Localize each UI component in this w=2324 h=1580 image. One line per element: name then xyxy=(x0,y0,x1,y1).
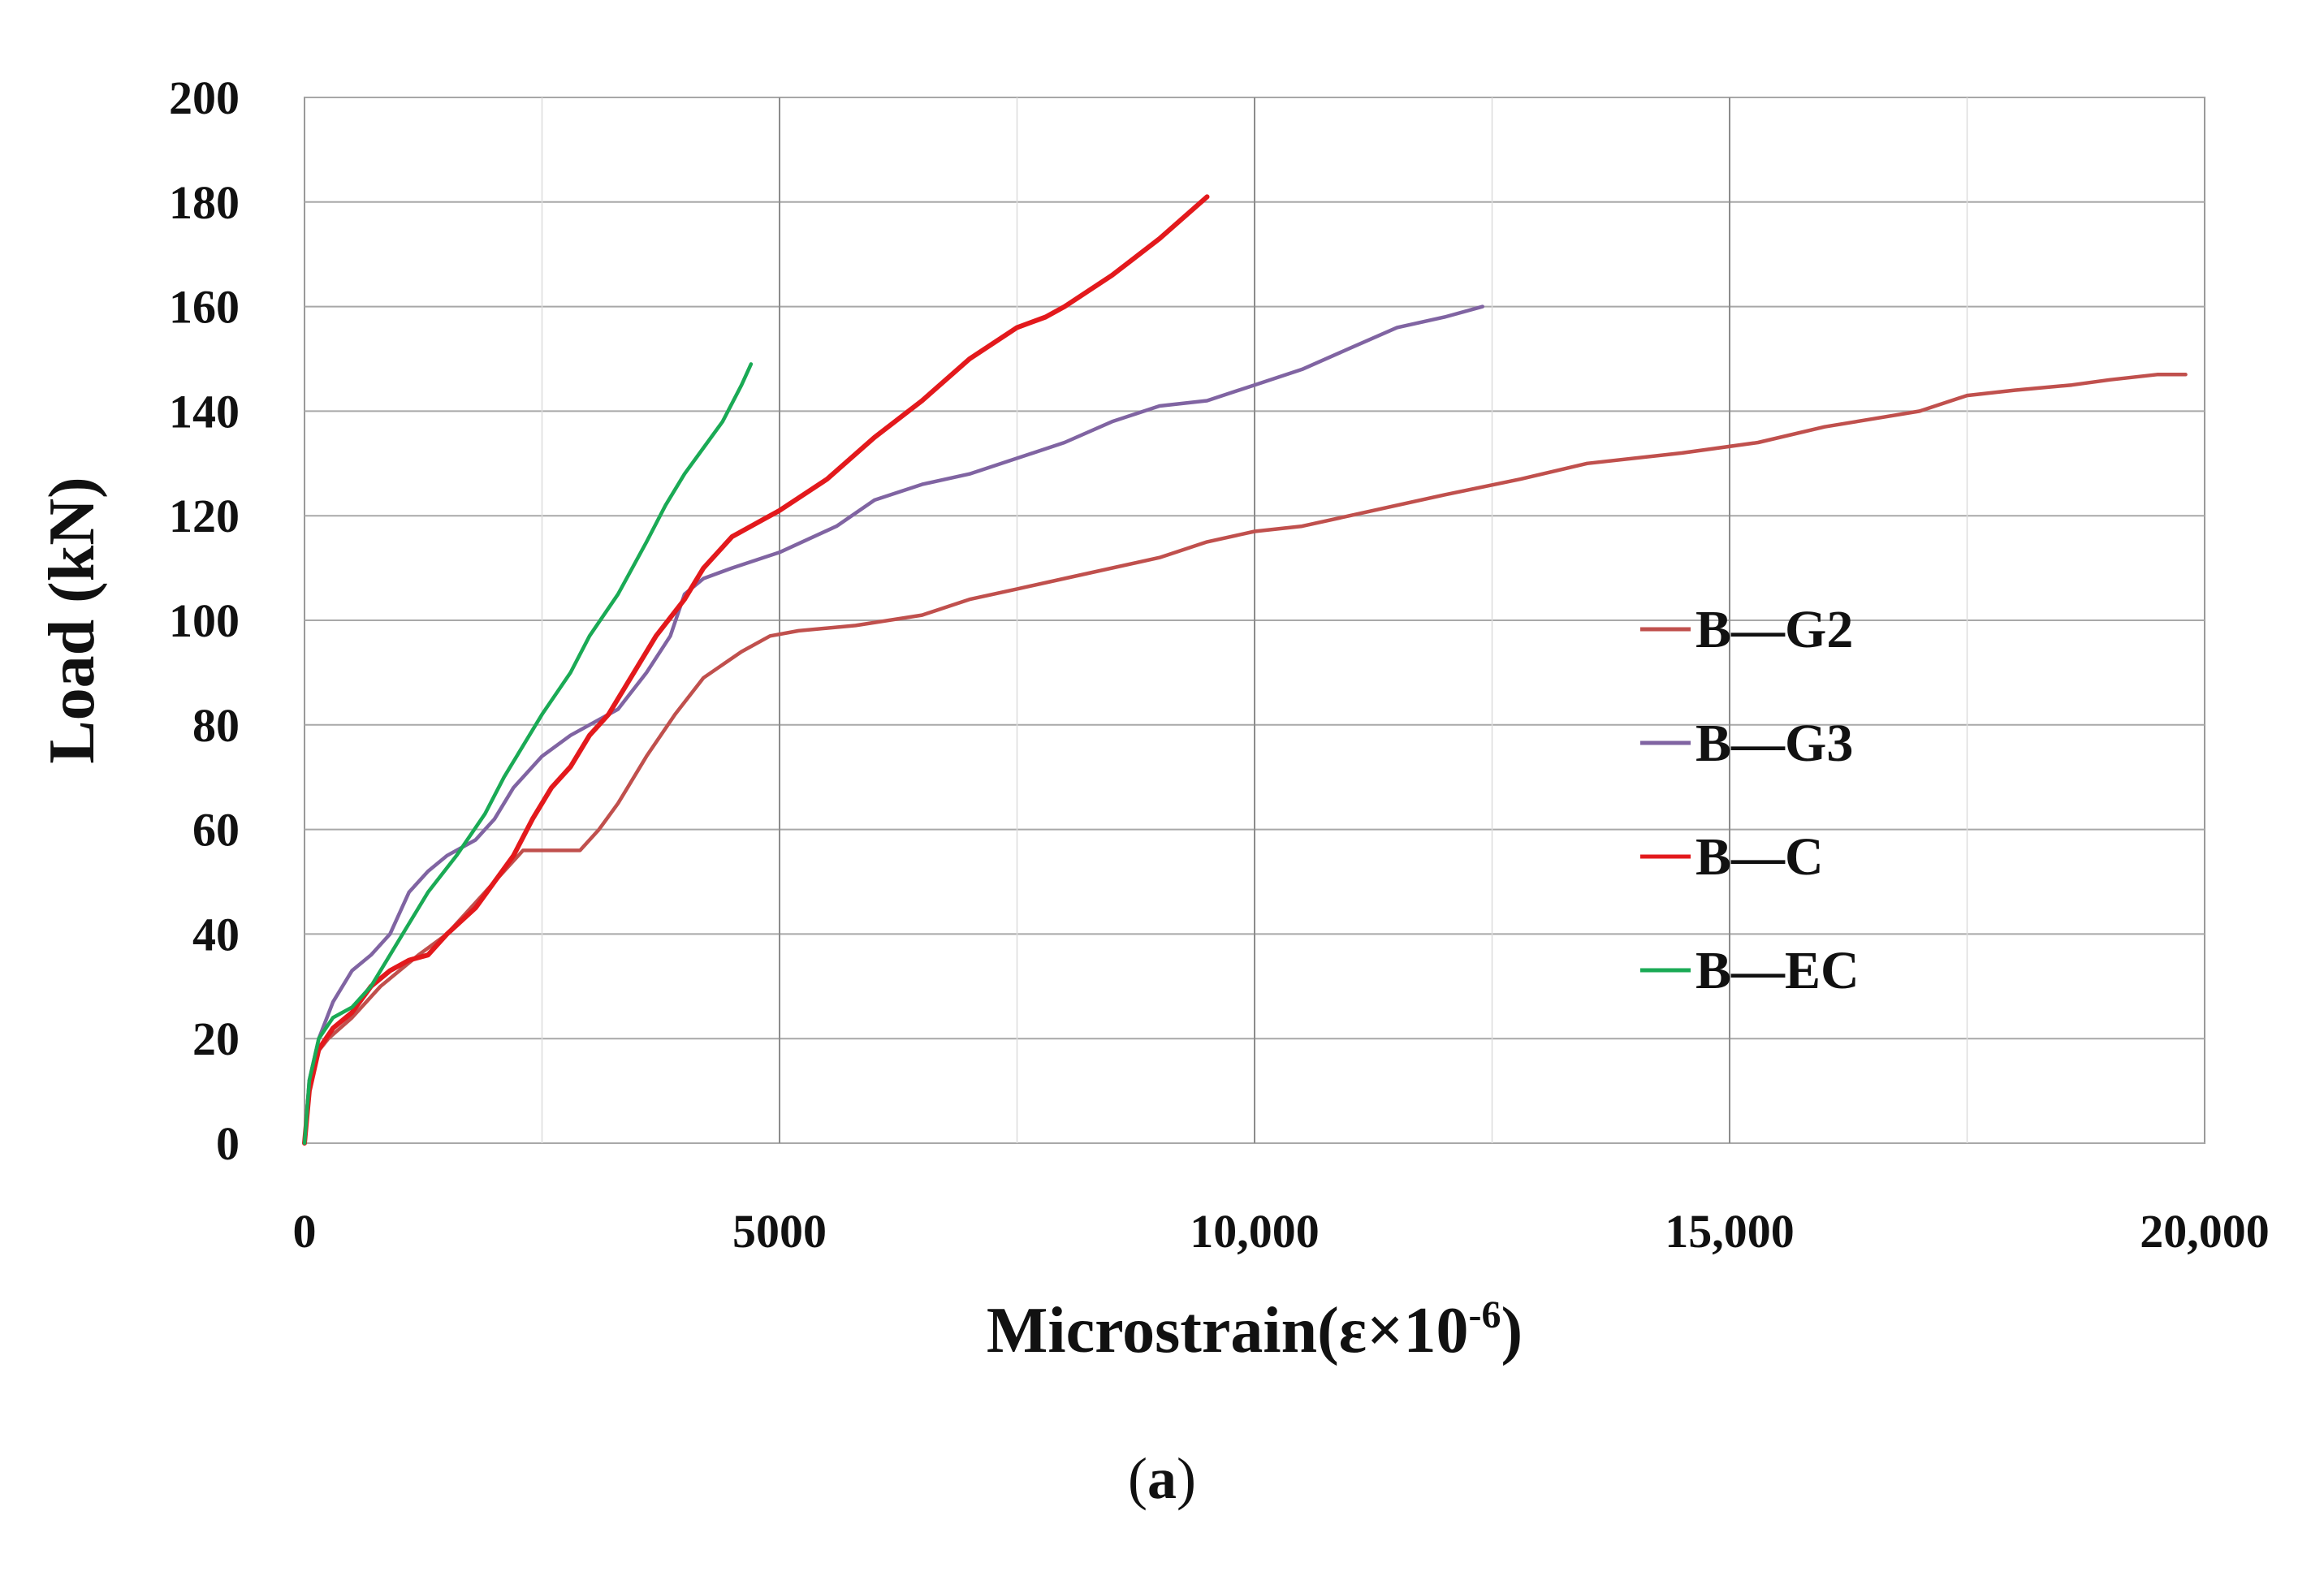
x-tick-label: 20,000 xyxy=(2140,1205,2270,1258)
x-axis-title-main: Microstrain(ε×10 xyxy=(987,1295,1469,1366)
caption-close: ) xyxy=(1177,1446,1196,1511)
series-line-4 xyxy=(302,362,754,1146)
y-tick-label: 20 xyxy=(192,1012,240,1065)
y-tick-label: 100 xyxy=(169,594,240,647)
x-axis-title-close: ) xyxy=(1501,1295,1523,1366)
y-tick-labels: 0 20 40 60 80 100 120 140 160 180 200 xyxy=(169,71,240,1170)
x-axis-title-sup: -6 xyxy=(1469,1293,1501,1336)
caption-label: a xyxy=(1147,1446,1177,1511)
legend: B—G2 B—G3 B—C B—EC xyxy=(1640,600,1860,1000)
y-tick-label: 120 xyxy=(169,490,240,542)
series-line-3 xyxy=(302,194,1210,1146)
x-axis-title: Microstrain(ε×10-6) xyxy=(987,1293,1523,1366)
y-tick-label: 180 xyxy=(169,176,240,229)
x-tick-label: 10,000 xyxy=(1190,1205,1320,1258)
figure-caption: (a) xyxy=(0,1445,2324,1513)
x-tick-labels: 0 5000 10,000 15,000 20,000 xyxy=(293,1205,2270,1258)
y-tick-label: 40 xyxy=(192,908,240,961)
series-lines xyxy=(302,194,2188,1146)
legend-label: B—C xyxy=(1695,827,1824,887)
grid-lines xyxy=(305,97,2205,1144)
series-line-2 xyxy=(302,304,1485,1146)
legend-label: B—EC xyxy=(1695,941,1860,1000)
y-tick-label: 80 xyxy=(192,699,240,752)
legend-label: B—G3 xyxy=(1695,714,1853,773)
caption-open: ( xyxy=(1128,1446,1147,1511)
y-tick-label: 140 xyxy=(169,385,240,438)
y-tick-label: 60 xyxy=(192,804,240,857)
y-tick-label: 0 xyxy=(216,1117,240,1170)
x-tick-label: 5000 xyxy=(732,1205,827,1258)
x-tick-label: 0 xyxy=(293,1205,317,1258)
x-tick-label: 15,000 xyxy=(1665,1205,1795,1258)
y-tick-label: 160 xyxy=(169,281,240,334)
y-axis-title: Load (kN) xyxy=(37,477,108,763)
legend-label: B—G2 xyxy=(1695,600,1853,659)
y-tick-label: 200 xyxy=(169,71,240,124)
